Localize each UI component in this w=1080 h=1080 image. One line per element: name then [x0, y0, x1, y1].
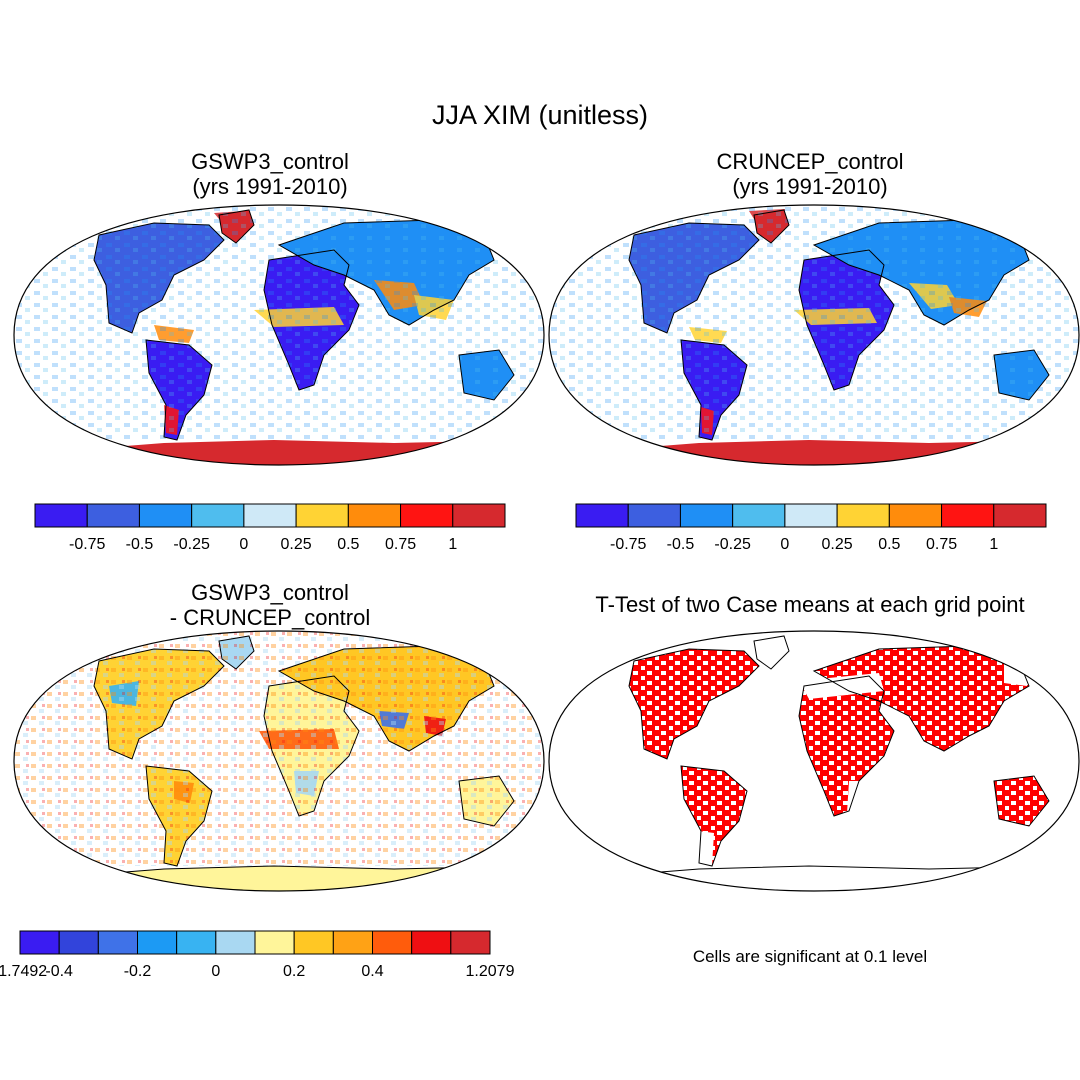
panel-1-title-line1: GSWP3_control [191, 149, 349, 174]
antarctica [14, 440, 544, 465]
colorbar-tick-label: 0.75 [385, 536, 416, 553]
colorbar-tick-label: -0.4 [45, 963, 73, 980]
colorbar-tick-label: 0 [211, 963, 220, 980]
colorbar-tick-label: 0.5 [878, 536, 900, 553]
panel-2-title-line2: (yrs 1991-2010) [732, 174, 888, 199]
panel-1-title-line2: (yrs 1991-2010) [192, 174, 348, 199]
colorbar-swatch [941, 503, 995, 528]
map-gswp3-control [13, 204, 545, 466]
colorbar-tick-label: -1.7492 [0, 963, 47, 980]
colorbar-tick-label: -0.25 [714, 536, 751, 553]
colorbar-swatch [34, 503, 88, 528]
colorbar-swatch [58, 930, 99, 955]
colorbar-tick-label: 0 [780, 536, 789, 553]
antarctica [549, 440, 1079, 465]
colorbar-difference: -1.7492-0.4 -0.2 0 0.2 0.4 1.2079 [0, 930, 515, 980]
panel-4-title: T-Test of two Case means at each grid po… [540, 592, 1080, 617]
antarctica [14, 866, 544, 891]
colorbar-swatch [784, 503, 838, 528]
colorbar-swatch [411, 930, 452, 955]
colorbar-swatch [888, 503, 943, 528]
colorbar-swatch [575, 503, 629, 528]
figure-title: JJA XIM (unitless) [431, 100, 649, 130]
globe-outline [13, 630, 545, 892]
colorbar-swatch [176, 930, 217, 955]
colorbar-swatch [836, 503, 890, 528]
colorbar-tick-label: 0 [239, 536, 248, 553]
panel-4-title-line1: T-Test of two Case means at each grid po… [595, 592, 1025, 617]
colorbar-swatch [86, 503, 140, 528]
panel-3-title: GSWP3_control - CRUNCEP_control [80, 580, 460, 630]
colorbar-tick-label: -0.25 [173, 536, 210, 553]
map-cruncep-control [548, 204, 1080, 466]
colorbar-swatch [452, 503, 506, 528]
colorbar-swatch [993, 503, 1047, 528]
colorbar-tick-label: 0.25 [281, 536, 312, 553]
colorbar-swatch [293, 930, 334, 955]
colorbar-gswp3: -0.75 -0.5 -0.25 0 0.25 0.5 0.75 1 [34, 503, 506, 553]
colorbar-swatch [679, 503, 734, 528]
colorbar-swatch [400, 503, 454, 528]
colorbar-swatch [243, 503, 297, 528]
colorbar-swatch [215, 930, 256, 955]
colorbar-tick-label: -0.5 [667, 536, 695, 553]
colorbar-cruncep: -0.75 -0.5 -0.25 0 0.25 0.5 0.75 1 [575, 503, 1047, 553]
colorbar-tick-label: 1 [448, 536, 457, 553]
colorbar-swatch [138, 503, 193, 528]
colorbar-swatch [450, 930, 491, 955]
colorbar-swatch [19, 930, 60, 955]
colorbar-swatch [137, 930, 178, 955]
panel-3-title-line2: - CRUNCEP_control [169, 605, 371, 630]
globe-outline [548, 204, 1080, 466]
colorbar-swatch [191, 503, 245, 528]
colorbar-swatch [295, 503, 349, 528]
map-difference [13, 630, 545, 892]
significance-note: Cells are significant at 0.1 level [692, 947, 928, 966]
panel-3-title-line1: GSWP3_control [191, 580, 349, 605]
colorbar-swatch [627, 503, 681, 528]
globe-outline [13, 204, 545, 466]
colorbar-swatch [372, 930, 413, 955]
colorbar-swatch [254, 930, 295, 955]
panel-1-title: GSWP3_control (yrs 1991-2010) [80, 149, 460, 199]
colorbar-tick-label: -0.75 [69, 536, 106, 553]
globe-outline [548, 630, 1080, 892]
colorbar-tick-label: 1 [989, 536, 998, 553]
colorbar-tick-label: 1.2079 [466, 963, 515, 980]
colorbar-tick-label: 0.4 [361, 963, 383, 980]
coastlines [93, 209, 515, 441]
colorbar-tick-label: 0.5 [337, 536, 359, 553]
panel-2-title-line1: CRUNCEP_control [716, 149, 904, 174]
colorbar-swatch [347, 503, 402, 528]
colorbar-tick-label: 0.2 [283, 963, 305, 980]
colorbar-tick-label: -0.2 [124, 963, 152, 980]
panel-2-title: CRUNCEP_control (yrs 1991-2010) [620, 149, 1000, 199]
colorbar-tick-label: 0.25 [822, 536, 853, 553]
colorbar-swatch [332, 930, 374, 955]
map-ttest [548, 630, 1080, 892]
colorbar-tick-label: -0.5 [126, 536, 154, 553]
colorbar-swatch [97, 930, 139, 955]
colorbar-swatch [732, 503, 786, 528]
colorbar-tick-label: 0.75 [926, 536, 957, 553]
coastlines [628, 209, 1050, 441]
colorbar-tick-label: -0.75 [610, 536, 647, 553]
